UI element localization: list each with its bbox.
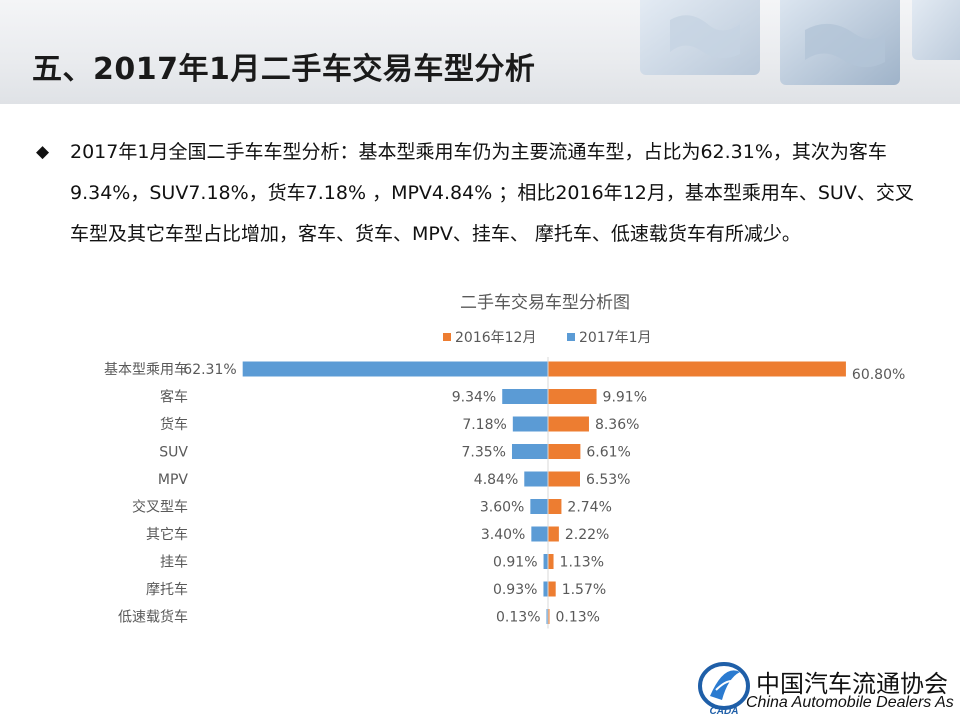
category-label: SUV [159, 445, 188, 461]
data-label-2017-01: 3.60% [480, 500, 524, 516]
category-label: 交叉型车 [132, 499, 188, 516]
data-label-2016-12: 0.13% [556, 610, 600, 626]
bar-2016-12 [548, 581, 556, 597]
data-label-2016-12: 6.61% [586, 445, 630, 461]
bar-2017-01 [546, 609, 548, 624]
data-label-2017-01: 0.13% [496, 610, 540, 626]
bar-2016-12 [548, 554, 554, 569]
category-label: MPV [158, 472, 189, 488]
bar-2016-12 [548, 361, 846, 377]
category-label: 其它车 [146, 526, 188, 543]
data-label-2017-01: 3.40% [481, 527, 525, 543]
summary-bullet: ◆ 2017年1月全国二手车车型分析：基本型乘用车仍为主要流通车型，占比为62.… [36, 132, 924, 255]
category-label: 挂车 [160, 554, 188, 571]
bar-2017-01 [543, 554, 548, 569]
bar-2016-12 [548, 499, 562, 514]
bar-2016-12 [548, 526, 559, 542]
data-label-2016-12: 2.74% [567, 500, 611, 516]
logo-name-cn: 中国汽车流通协会 [756, 670, 948, 698]
data-label-2017-01: 9.34% [452, 390, 496, 406]
data-label-2017-01: 7.18% [462, 417, 506, 433]
legend-swatch [443, 333, 451, 341]
cada-logo: CADA 中国汽车流通协会 China Automobile Dealers A… [694, 654, 960, 720]
bar-2017-01 [543, 581, 548, 597]
legend-swatch [567, 333, 575, 341]
data-label-2017-01: 7.35% [462, 445, 506, 461]
bar-2016-12 [548, 416, 589, 432]
bar-2017-01 [242, 361, 548, 377]
category-label: 低速载货车 [118, 609, 188, 626]
legend-label: 2017年1月 [579, 330, 652, 346]
category-label: 客车 [160, 389, 188, 406]
diamond-bullet-icon: ◆ [36, 142, 50, 162]
bar-2017-01 [530, 499, 548, 514]
series-2017-01-bars: 62.31% 9.34% 7.18% 7.35% 4.84% 3.60% 3.40% 0.91… [183, 361, 548, 626]
data-label-2016-12: 9.91% [603, 390, 647, 406]
bar-2016-12 [548, 609, 550, 624]
data-label-2017-01: 4.84% [474, 472, 518, 488]
logo-name-en: China Automobile Dealers As [746, 694, 954, 711]
data-label-2017-01: 62.31% [183, 362, 236, 378]
data-label-2016-12: 1.57% [562, 582, 606, 598]
slide-title: 五、2017年1月二手车交易车型分析 [32, 52, 536, 87]
bar-2016-12 [548, 471, 580, 487]
data-label-2016-12: 6.53% [586, 472, 630, 488]
chart-legend: 2016年12月 2017年1月 [443, 330, 652, 346]
bar-2016-12 [548, 389, 597, 404]
summary-text: 2017年1月全国二手车车型分析：基本型乘用车仍为主要流通车型，占比为62.31… [70, 141, 914, 245]
legend-label: 2016年12月 [455, 330, 536, 346]
bar-2017-01 [511, 444, 548, 459]
bar-2016-12 [548, 444, 581, 459]
chart-title: 二手车交易车型分析图 [460, 293, 630, 313]
logo-mark-text: CADA [710, 706, 739, 716]
data-label-2017-01: 0.91% [493, 555, 537, 571]
bar-2017-01 [524, 471, 548, 487]
header-band: 五、2017年1月二手车交易车型分析 [0, 0, 960, 104]
header-decoration-cubes [640, 0, 960, 85]
cada-emblem-icon: CADA [698, 662, 750, 716]
vehicle-type-chart: 二手车交易车型分析图 2016年12月 2017年1月 62.31% 9.34% 7.… [104, 293, 905, 629]
bar-2017-01 [512, 416, 548, 432]
data-label-2016-12: 60.80% [852, 367, 905, 383]
data-label-2016-12: 8.36% [595, 417, 639, 433]
data-label-2016-12: 2.22% [565, 527, 609, 543]
bar-2017-01 [531, 526, 548, 542]
category-label: 货车 [160, 416, 188, 433]
category-label: 摩托车 [146, 581, 188, 598]
category-label: 基本型乘用车 [104, 361, 188, 378]
data-label-2016-12: 1.13% [560, 555, 604, 571]
bar-2017-01 [502, 389, 548, 404]
series-2016-12-bars: 60.80% 9.91% 8.36% 6.61% 6.53% 2.74% 2.22% 1.13… [548, 361, 905, 626]
data-label-2017-01: 0.93% [493, 582, 537, 598]
